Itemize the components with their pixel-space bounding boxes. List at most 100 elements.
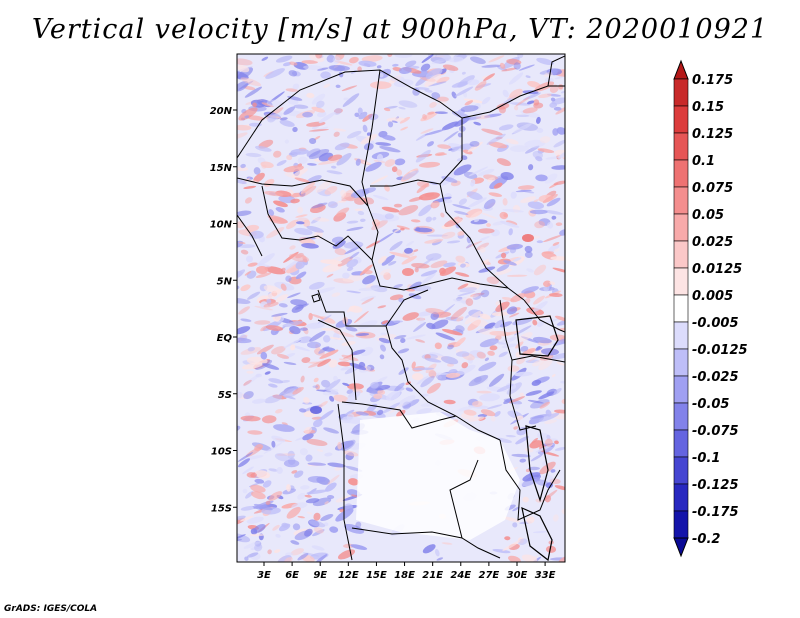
field-patch [544,495,552,503]
field-patch [362,161,372,165]
field-patch [543,209,563,215]
field-patch [350,544,368,550]
field-patch [502,89,509,98]
field-patch [402,312,419,321]
colorbar-segment [673,186,689,215]
field-patch [515,436,529,445]
field-patch [397,348,410,354]
field-core [402,268,414,276]
field-patch [237,534,246,540]
colorbar-segment [673,78,689,107]
field-patch [505,434,516,438]
field-patch [342,382,350,387]
field-patch [299,408,307,413]
field-patch [326,273,334,278]
field-patch [318,112,336,124]
field-patch [281,502,298,509]
field-patch [289,326,301,335]
field-patch [461,155,468,160]
field-patch [427,141,434,147]
field-patch [238,107,258,121]
field-patch [484,322,496,329]
field-patch [304,528,313,537]
field-patch [486,223,491,227]
field-patch [243,541,261,549]
field-patch [283,459,300,468]
field-patch [527,164,534,171]
field-patch [342,272,350,279]
field-patch [359,264,373,276]
field-patch [275,534,281,538]
field-patch [486,133,506,145]
field-patch [289,253,310,263]
field-patch [532,301,548,313]
field-patch [372,194,389,201]
field-patch [488,55,505,63]
field-patch [398,106,406,110]
field-patch [514,403,520,409]
field-patch [553,248,560,252]
field-patch [328,359,338,368]
field-patch [502,540,521,552]
field-patch [509,396,525,404]
field-patch [419,317,425,325]
field-patch [345,409,355,416]
field-patch [436,557,444,561]
field-patch [262,480,272,488]
field-patch [556,361,565,366]
field-patch [561,91,565,94]
field-patch [305,175,322,184]
field-patch [513,62,521,70]
field-patch [276,467,283,474]
field-patch [269,217,288,224]
field-patch [527,80,541,88]
colorbar-label: -0.1 [692,451,720,466]
field-patch [529,440,543,449]
field-patch [288,70,298,77]
field-patch [411,361,416,369]
field-patch [549,281,556,285]
field-patch [333,394,349,403]
field-patch [457,406,473,412]
field-patch [425,253,442,261]
field-patch [455,272,470,277]
field-patch [247,430,263,435]
field-patch [553,180,565,186]
field-patch [513,105,519,111]
field-patch [529,209,548,215]
field-patch [329,395,335,402]
field-patch [370,213,388,221]
field-patch [243,391,254,400]
field-patch [237,326,251,335]
field-patch [461,71,466,75]
field-patch [418,192,440,201]
colorbar-segment [673,321,689,350]
field-patch [254,305,273,311]
field-patch [527,201,545,210]
field-patch [508,72,524,85]
field-patch [297,156,308,165]
field-patch [268,209,275,216]
field-patch [313,419,323,428]
field-patch [290,540,300,545]
field-patch [518,64,535,71]
field-patch [461,362,469,369]
field-patch [333,128,347,132]
field-patch [349,56,359,64]
field-patch [554,76,564,80]
field-patch [337,441,342,450]
field-patch [297,553,309,561]
field-patch [549,292,563,298]
field-patch [512,506,520,512]
field-patch [311,93,326,105]
colorbar: 0.175 0.15 0.125 0.1 0.075 0.05 0.025 0.0125 0.0… [673,59,748,558]
field-patch [333,131,340,137]
field-patch [542,194,558,204]
field-patch [346,220,359,224]
lat-tick-label: 15S [211,503,232,514]
field-patch [381,254,395,266]
field-patch [322,335,331,343]
field-patch [483,198,496,210]
field-patch [323,379,341,393]
field-patch [346,226,364,232]
